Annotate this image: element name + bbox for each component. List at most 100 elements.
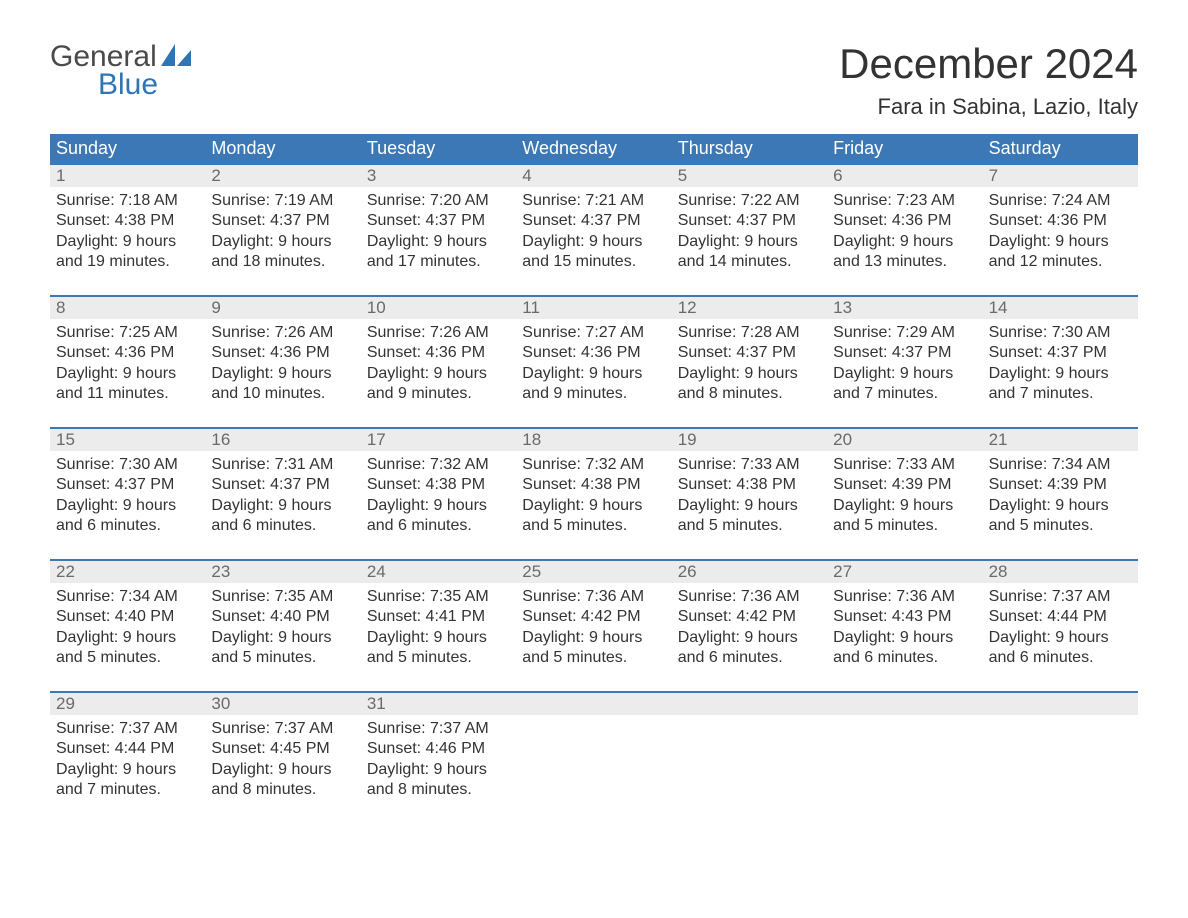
sunrise-text: Sunrise: 7:30 AM	[56, 455, 199, 475]
logo-text-blue: Blue	[98, 68, 158, 102]
day-number: 19	[672, 429, 827, 451]
day-number-strip: 22232425262728	[50, 561, 1138, 583]
daylight-text: and 7 minutes.	[56, 780, 199, 800]
day-number: 29	[50, 693, 205, 715]
daylight-text: Daylight: 9 hours	[211, 496, 354, 516]
daylight-text: Daylight: 9 hours	[367, 364, 510, 384]
daylight-text: Daylight: 9 hours	[833, 232, 976, 252]
day-number: 9	[205, 297, 360, 319]
daylight-text: Daylight: 9 hours	[522, 232, 665, 252]
month-title: December 2024	[839, 40, 1138, 88]
day-cell	[983, 715, 1138, 805]
daylight-text: and 5 minutes.	[56, 648, 199, 668]
daylight-text: Daylight: 9 hours	[56, 364, 199, 384]
daylight-text: Daylight: 9 hours	[678, 628, 821, 648]
sunrise-text: Sunrise: 7:29 AM	[833, 323, 976, 343]
daylight-text: Daylight: 9 hours	[833, 496, 976, 516]
day-cell: Sunrise: 7:36 AMSunset: 4:42 PMDaylight:…	[516, 583, 671, 673]
daylight-text: and 6 minutes.	[367, 516, 510, 536]
daylight-text: and 10 minutes.	[211, 384, 354, 404]
day-number: 26	[672, 561, 827, 583]
day-number: 3	[361, 165, 516, 187]
daylight-text: and 6 minutes.	[989, 648, 1132, 668]
day-cell: Sunrise: 7:26 AMSunset: 4:36 PMDaylight:…	[361, 319, 516, 409]
sunrise-text: Sunrise: 7:36 AM	[678, 587, 821, 607]
daylight-text: Daylight: 9 hours	[989, 628, 1132, 648]
day-cell: Sunrise: 7:36 AMSunset: 4:43 PMDaylight:…	[827, 583, 982, 673]
day-number: 13	[827, 297, 982, 319]
daylight-text: and 15 minutes.	[522, 252, 665, 272]
sunrise-text: Sunrise: 7:28 AM	[678, 323, 821, 343]
sunrise-text: Sunrise: 7:37 AM	[989, 587, 1132, 607]
sunrise-text: Sunrise: 7:35 AM	[367, 587, 510, 607]
daylight-text: and 5 minutes.	[522, 516, 665, 536]
day-number: 23	[205, 561, 360, 583]
sunset-text: Sunset: 4:40 PM	[211, 607, 354, 627]
day-number: 5	[672, 165, 827, 187]
sunset-text: Sunset: 4:37 PM	[989, 343, 1132, 363]
week-row: 891011121314Sunrise: 7:25 AMSunset: 4:36…	[50, 295, 1138, 409]
day-cell: Sunrise: 7:33 AMSunset: 4:39 PMDaylight:…	[827, 451, 982, 541]
daylight-text: and 9 minutes.	[522, 384, 665, 404]
sunrise-text: Sunrise: 7:30 AM	[989, 323, 1132, 343]
daylight-text: Daylight: 9 hours	[211, 364, 354, 384]
daylight-text: Daylight: 9 hours	[522, 628, 665, 648]
daylight-text: Daylight: 9 hours	[989, 496, 1132, 516]
daylight-text: and 6 minutes.	[211, 516, 354, 536]
day-number: 10	[361, 297, 516, 319]
sunset-text: Sunset: 4:37 PM	[678, 343, 821, 363]
daylight-text: Daylight: 9 hours	[522, 496, 665, 516]
weekday-header: Monday	[205, 134, 360, 163]
sunset-text: Sunset: 4:37 PM	[211, 211, 354, 231]
day-number-strip: 891011121314	[50, 297, 1138, 319]
location-subtitle: Fara in Sabina, Lazio, Italy	[839, 94, 1138, 120]
day-number: 16	[205, 429, 360, 451]
day-cell: Sunrise: 7:37 AMSunset: 4:46 PMDaylight:…	[361, 715, 516, 805]
sunset-text: Sunset: 4:44 PM	[56, 739, 199, 759]
day-cell: Sunrise: 7:21 AMSunset: 4:37 PMDaylight:…	[516, 187, 671, 277]
daylight-text: Daylight: 9 hours	[211, 232, 354, 252]
daylight-text: and 6 minutes.	[833, 648, 976, 668]
sunset-text: Sunset: 4:42 PM	[522, 607, 665, 627]
day-cell: Sunrise: 7:19 AMSunset: 4:37 PMDaylight:…	[205, 187, 360, 277]
daylight-text: and 8 minutes.	[211, 780, 354, 800]
daylight-text: Daylight: 9 hours	[367, 496, 510, 516]
sunset-text: Sunset: 4:36 PM	[833, 211, 976, 231]
sunrise-text: Sunrise: 7:35 AM	[211, 587, 354, 607]
sunrise-text: Sunrise: 7:25 AM	[56, 323, 199, 343]
day-cell: Sunrise: 7:26 AMSunset: 4:36 PMDaylight:…	[205, 319, 360, 409]
sunrise-text: Sunrise: 7:36 AM	[522, 587, 665, 607]
daylight-text: and 9 minutes.	[367, 384, 510, 404]
day-number	[516, 693, 671, 715]
daylight-text: and 8 minutes.	[678, 384, 821, 404]
day-cell: Sunrise: 7:32 AMSunset: 4:38 PMDaylight:…	[361, 451, 516, 541]
sunrise-text: Sunrise: 7:26 AM	[367, 323, 510, 343]
day-cell: Sunrise: 7:25 AMSunset: 4:36 PMDaylight:…	[50, 319, 205, 409]
daylight-text: and 17 minutes.	[367, 252, 510, 272]
daylight-text: Daylight: 9 hours	[989, 364, 1132, 384]
daylight-text: Daylight: 9 hours	[833, 364, 976, 384]
sunrise-text: Sunrise: 7:31 AM	[211, 455, 354, 475]
weekday-header: Saturday	[983, 134, 1138, 163]
daylight-text: Daylight: 9 hours	[56, 232, 199, 252]
daylight-text: Daylight: 9 hours	[678, 364, 821, 384]
daylight-text: Daylight: 9 hours	[211, 628, 354, 648]
weekday-header-row: Sunday Monday Tuesday Wednesday Thursday…	[50, 134, 1138, 163]
daylight-text: and 12 minutes.	[989, 252, 1132, 272]
sunset-text: Sunset: 4:38 PM	[522, 475, 665, 495]
weekday-header: Sunday	[50, 134, 205, 163]
day-number: 30	[205, 693, 360, 715]
daylight-text: and 5 minutes.	[989, 516, 1132, 536]
daylight-text: and 11 minutes.	[56, 384, 199, 404]
daylight-text: Daylight: 9 hours	[678, 232, 821, 252]
day-number: 15	[50, 429, 205, 451]
sunset-text: Sunset: 4:40 PM	[56, 607, 199, 627]
sunset-text: Sunset: 4:41 PM	[367, 607, 510, 627]
sunset-text: Sunset: 4:37 PM	[678, 211, 821, 231]
daylight-text: Daylight: 9 hours	[833, 628, 976, 648]
weekday-header: Tuesday	[361, 134, 516, 163]
daylight-text: and 8 minutes.	[367, 780, 510, 800]
daylight-text: Daylight: 9 hours	[367, 232, 510, 252]
daylight-text: Daylight: 9 hours	[56, 496, 199, 516]
day-number: 27	[827, 561, 982, 583]
